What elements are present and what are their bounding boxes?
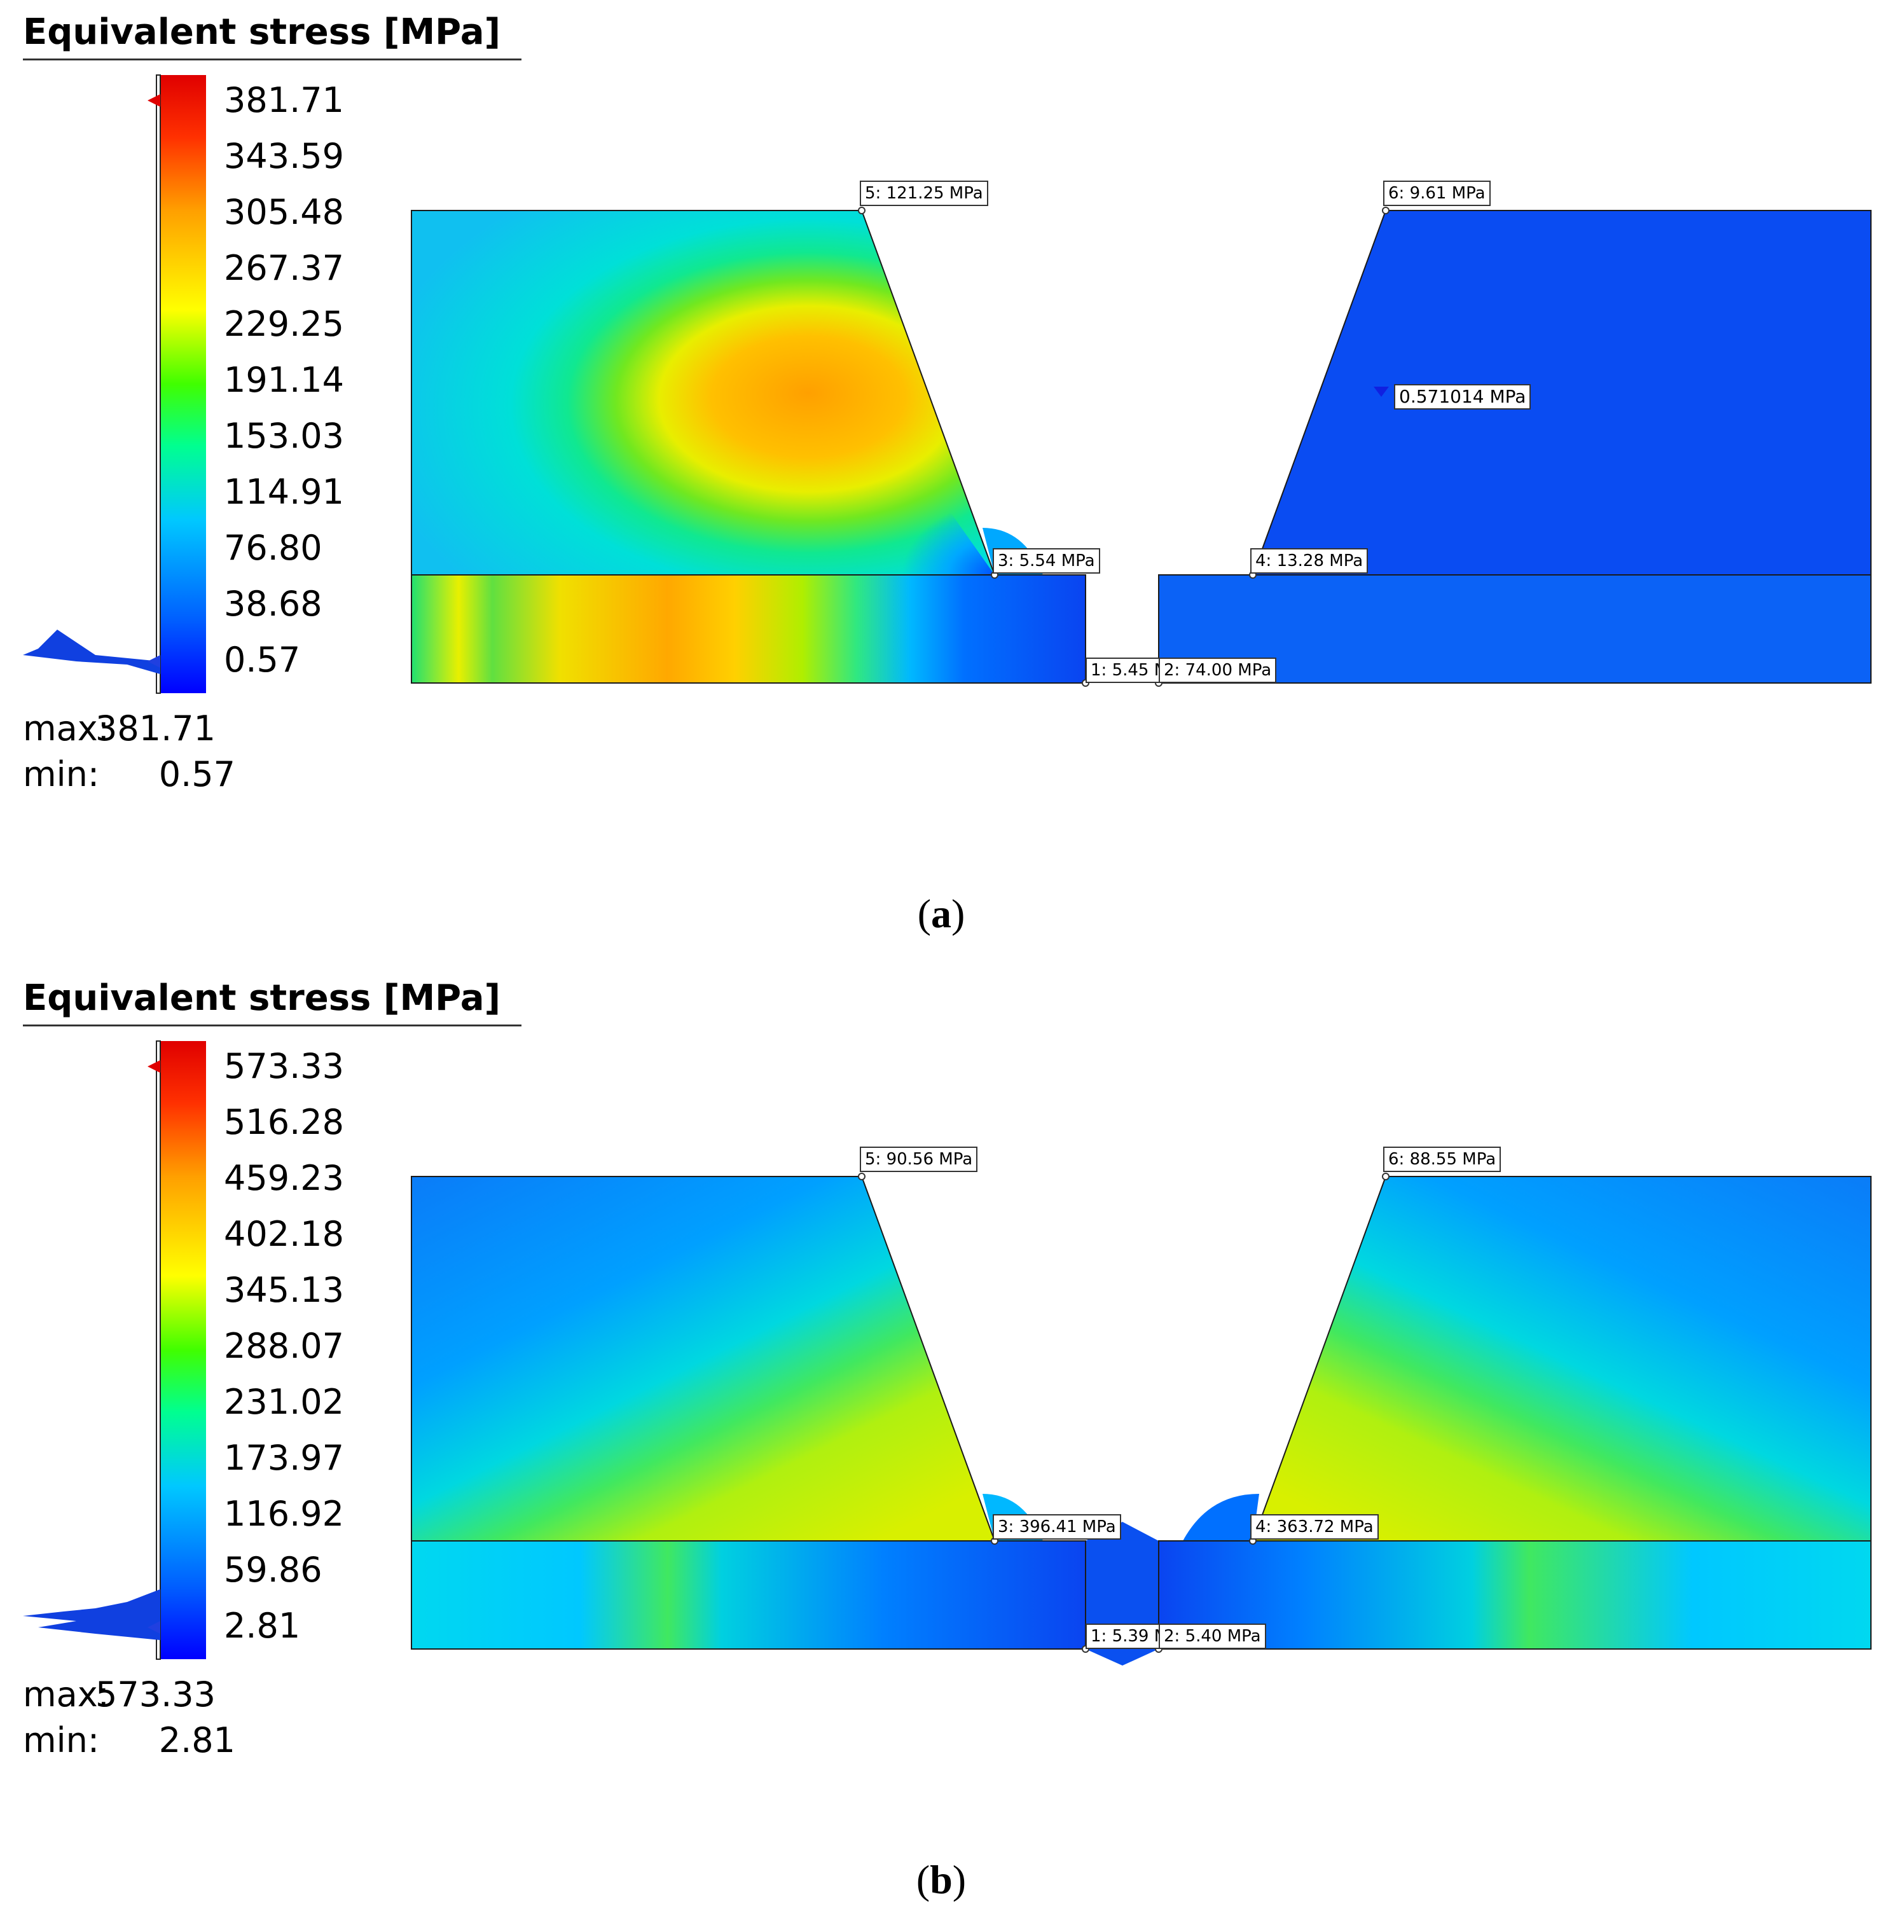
left-upper-region bbox=[411, 1176, 995, 1541]
stress-plot-a bbox=[23, 74, 1872, 694]
probe-label-3: 3: 5.54 MPa bbox=[993, 548, 1100, 574]
right-upper-region bbox=[1253, 210, 1871, 575]
tick-label: 345.13 bbox=[224, 1270, 344, 1310]
max-value: 381.71 bbox=[95, 708, 216, 749]
probe-label-4: 4: 13.28 MPa bbox=[1250, 548, 1369, 574]
tick-label: 267.37 bbox=[224, 248, 344, 288]
tick-label: 229.25 bbox=[224, 304, 344, 344]
max-marker bbox=[148, 1060, 160, 1073]
min-marker bbox=[148, 655, 160, 668]
tick-label: 59.86 bbox=[224, 1550, 322, 1590]
tick-label: 153.03 bbox=[224, 416, 344, 456]
tick-label: 288.07 bbox=[224, 1326, 344, 1366]
left-lower-region bbox=[411, 575, 1086, 683]
legend-title: Equivalent stress [MPa] bbox=[23, 977, 501, 1019]
tick-label: 0.57 bbox=[224, 640, 301, 680]
right-lower-region bbox=[1159, 1541, 1871, 1649]
tick-label: 2.81 bbox=[224, 1606, 301, 1646]
tick-label: 38.68 bbox=[224, 584, 322, 624]
tick-label: 191.14 bbox=[224, 360, 344, 400]
left-lower-region bbox=[411, 1541, 1086, 1649]
probe-label-6: 6: 88.55 MPa bbox=[1383, 1147, 1501, 1172]
probe-label-6: 6: 9.61 MPa bbox=[1383, 181, 1491, 206]
tick-label: 231.02 bbox=[224, 1382, 344, 1422]
colorbar-edge bbox=[156, 74, 161, 694]
tick-label: 381.71 bbox=[224, 80, 344, 120]
tick-label: 573.33 bbox=[224, 1046, 344, 1086]
max-label: max: bbox=[23, 1674, 109, 1715]
panel-a: Equivalent stress [MPa] bbox=[23, 11, 1872, 936]
tick-label: 114.91 bbox=[224, 472, 344, 512]
max-label: max: bbox=[23, 708, 109, 749]
probe-label-2: 2: 5.40 MPa bbox=[1159, 1624, 1266, 1649]
legend-title: Equivalent stress [MPa] bbox=[23, 11, 501, 53]
min-label: min: bbox=[23, 1720, 100, 1760]
subfigure-label-b: (b) bbox=[916, 1857, 967, 1902]
probe-label-5: 5: 121.25 MPa bbox=[860, 181, 988, 206]
tick-label: 305.48 bbox=[224, 192, 344, 232]
colorbar bbox=[160, 75, 206, 693]
right-lower-region bbox=[1159, 575, 1871, 683]
min-marker bbox=[148, 1621, 160, 1634]
histogram bbox=[23, 1589, 160, 1640]
tick-label: 173.97 bbox=[224, 1438, 344, 1478]
min-value: 2.81 bbox=[158, 1720, 235, 1760]
min-value: 0.57 bbox=[158, 754, 235, 794]
max-marker bbox=[148, 94, 160, 107]
subfigure-label-a: (a) bbox=[917, 891, 965, 936]
tick-label: 516.28 bbox=[224, 1102, 344, 1142]
colorbar-edge bbox=[156, 1040, 161, 1660]
tick-label: 402.18 bbox=[224, 1214, 344, 1254]
probe-label-3: 3: 396.41 MPa bbox=[993, 1514, 1121, 1540]
min-label: min: bbox=[23, 754, 100, 794]
right-upper-region bbox=[1253, 1176, 1871, 1541]
tick-label: 116.92 bbox=[224, 1494, 344, 1534]
min-location-marker bbox=[1374, 387, 1389, 397]
tick-label: 343.59 bbox=[224, 136, 344, 176]
weld-bump-right bbox=[1183, 1494, 1259, 1541]
histogram bbox=[23, 630, 160, 674]
probe-label-5: 5: 90.56 MPa bbox=[860, 1147, 978, 1172]
legend-title-rule bbox=[23, 1025, 521, 1026]
max-value: 573.33 bbox=[95, 1674, 216, 1715]
colorbar bbox=[160, 1041, 206, 1659]
probe-label-4: 4: 363.72 MPa bbox=[1250, 1514, 1379, 1540]
tick-label: 459.23 bbox=[224, 1158, 344, 1198]
tick-label: 76.80 bbox=[224, 528, 322, 568]
panel-b: Equivalent stress [MPa] bbox=[0, 966, 1904, 1932]
probe-label-min: 0.571014 MPa bbox=[1394, 384, 1531, 410]
probe-label-2: 2: 74.00 MPa bbox=[1159, 658, 1277, 683]
legend-title-rule bbox=[23, 59, 521, 60]
stress-plot-b bbox=[23, 1040, 1872, 1666]
